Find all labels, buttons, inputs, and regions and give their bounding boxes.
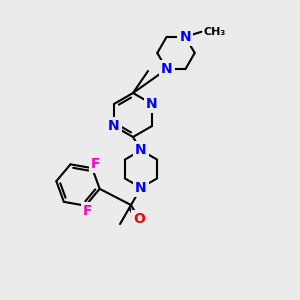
Text: F: F <box>91 157 101 171</box>
Text: N: N <box>161 62 172 76</box>
Text: N: N <box>135 143 147 157</box>
Text: CH₃: CH₃ <box>203 27 226 37</box>
Text: N: N <box>179 30 191 44</box>
Text: F: F <box>83 204 92 218</box>
Text: N: N <box>135 181 147 195</box>
Text: O: O <box>133 212 145 226</box>
Text: N: N <box>108 119 120 133</box>
Text: N: N <box>146 97 158 111</box>
